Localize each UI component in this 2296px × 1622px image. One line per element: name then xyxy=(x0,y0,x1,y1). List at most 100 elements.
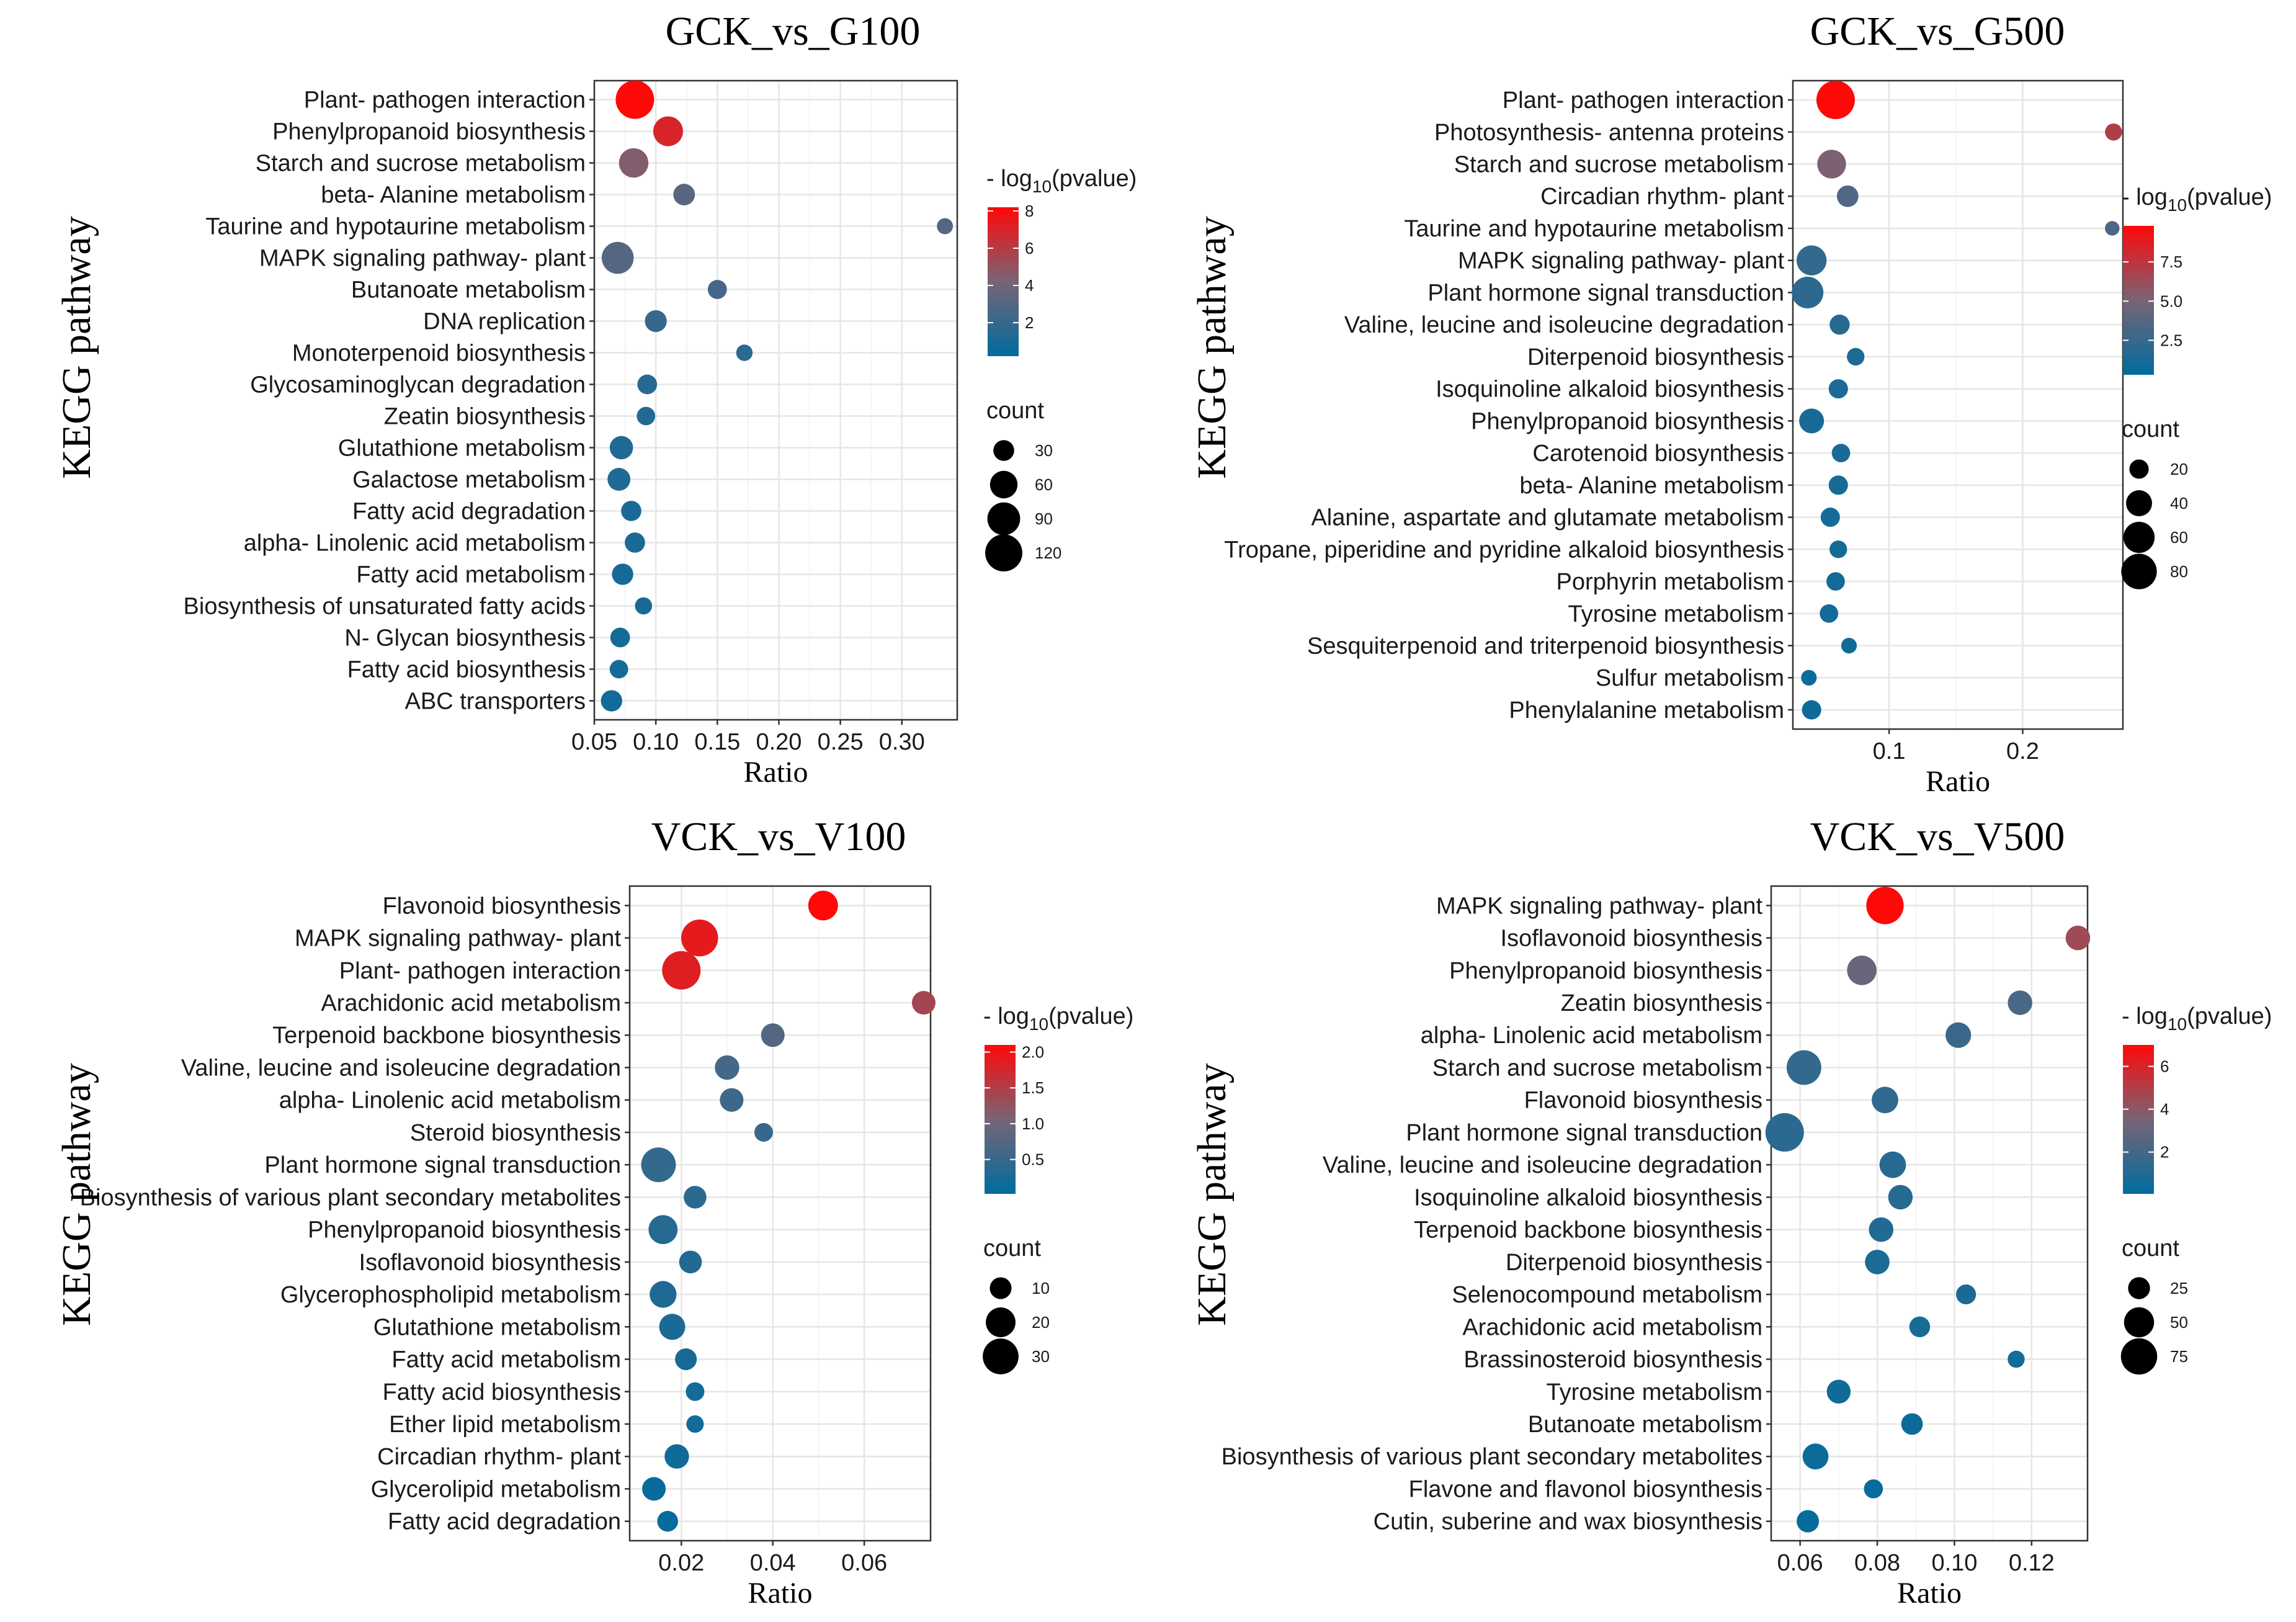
y-tick-label: Phenylpropanoid biosynthesis xyxy=(1449,958,1762,984)
y-tick-label: Tropane, piperidine and pyridine alkaloi… xyxy=(1224,537,1784,563)
color-legend-label: 8 xyxy=(1025,202,1034,220)
data-point xyxy=(621,501,641,521)
size-legend-dot xyxy=(989,470,1018,499)
size-legend-dot xyxy=(2128,1277,2150,1299)
data-point xyxy=(2065,925,2091,951)
y-tick-label: Porphyrin metabolism xyxy=(1557,569,1784,595)
y-tick-label: beta- Alanine metabolism xyxy=(321,182,586,208)
plot-background xyxy=(594,81,957,720)
plot-border xyxy=(1770,885,2089,1542)
y-tick-label: Circadian rhythm- plant xyxy=(1540,184,1784,210)
y-tick-label: Taurine and hypotaurine metabolism xyxy=(205,214,586,240)
x-tick-label: 0.06 xyxy=(841,1550,887,1576)
data-point xyxy=(1826,1379,1851,1404)
data-point xyxy=(1879,1151,1906,1178)
y-tick-label: Valine, leucine and isoleucine degradati… xyxy=(181,1055,621,1081)
data-point xyxy=(675,1348,697,1371)
y-tick-label: Taurine and hypotaurine metabolism xyxy=(1404,216,1784,242)
x-tick-label: 0.06 xyxy=(1777,1550,1823,1576)
data-point xyxy=(610,627,630,648)
data-point xyxy=(2105,221,2120,236)
y-tick-label: Ether lipid metabolism xyxy=(389,1412,621,1438)
chart-panel-4: MAPK signaling pathway- plant Isoflavonoi… xyxy=(1189,814,2272,1610)
size-legend-dot xyxy=(2126,490,2152,516)
size-legend-title: count xyxy=(2122,1235,2179,1261)
y-tick-label: ABC transporters xyxy=(405,688,586,714)
data-point xyxy=(681,919,718,957)
y-tick-label: Sulfur metabolism xyxy=(1596,665,1784,691)
x-tick-label: 0.10 xyxy=(1931,1550,1977,1576)
y-tick-label: Plant- pathogen interaction xyxy=(1503,87,1784,114)
y-tick-label: Valine, leucine and isoleucine degradati… xyxy=(1323,1152,1762,1178)
data-point xyxy=(1820,508,1840,527)
size-legend-label: 10 xyxy=(1032,1279,1050,1297)
data-point xyxy=(637,406,656,426)
y-tick-label: Starch and sucrose metabolism xyxy=(256,151,586,177)
data-point xyxy=(911,991,936,1015)
y-tick-label: Galactose metabolism xyxy=(352,467,586,493)
data-point xyxy=(1792,276,1824,308)
size-legend-dot xyxy=(2129,459,2149,479)
data-point xyxy=(1828,475,1848,495)
y-tick-label: Glutathione metabolism xyxy=(373,1314,621,1340)
data-point xyxy=(619,148,649,178)
y-tick-label: Zeatin biosynthesis xyxy=(1561,990,1762,1016)
color-legend-bar xyxy=(985,1045,1016,1194)
data-point xyxy=(754,1122,773,1142)
y-tick-label: Valine, leucine and isoleucine degradati… xyxy=(1344,312,1784,338)
y-tick-label: Arachidonic acid metabolism xyxy=(321,990,621,1016)
color-legend-title: - log10(pvalue) xyxy=(983,1003,1133,1034)
size-legend-label: 75 xyxy=(2170,1347,2188,1366)
y-axis-title: KEGG pathway xyxy=(1189,216,1235,478)
y-tick-label: MAPK signaling pathway- plant xyxy=(1458,248,1784,274)
data-point xyxy=(1866,887,1904,925)
data-point xyxy=(1801,670,1817,686)
size-legend-label: 120 xyxy=(1035,544,1061,562)
data-point xyxy=(1765,1113,1804,1152)
chart-title: GCK_vs_G500 xyxy=(1810,9,2065,54)
size-legend-label: 20 xyxy=(1032,1313,1050,1332)
data-point xyxy=(1831,444,1851,462)
data-point xyxy=(641,1147,676,1183)
data-point xyxy=(2105,123,2122,141)
color-legend-label: 2 xyxy=(1025,313,1034,332)
data-point xyxy=(612,563,633,585)
y-tick-label: alpha- Linolenic acid metabolism xyxy=(244,530,586,556)
y-tick-label: Butanoate metabolism xyxy=(1528,1412,1762,1438)
data-point xyxy=(1826,572,1845,591)
y-tick-label: Zeatin biosynthesis xyxy=(384,403,586,429)
data-point xyxy=(645,310,667,333)
x-tick-label: 0.30 xyxy=(879,729,925,755)
color-legend-label: 2.0 xyxy=(1022,1043,1044,1062)
data-point xyxy=(615,80,654,119)
data-point xyxy=(659,1314,686,1340)
chart-panel-3: Flavonoid biosynthesis MAPK signaling pat… xyxy=(54,814,1133,1610)
data-point xyxy=(1796,245,1827,276)
y-tick-label: Tyrosine metabolism xyxy=(1547,1379,1762,1405)
x-tick-label: 0.05 xyxy=(571,729,617,755)
color-legend-label: 5.0 xyxy=(2160,292,2182,310)
data-point xyxy=(664,1444,689,1469)
size-legend-label: 90 xyxy=(1035,509,1053,528)
y-tick-label: Glycerophospholipid metabolism xyxy=(280,1282,621,1308)
y-tick-label: Monoterpenoid biosynthesis xyxy=(292,341,586,367)
color-legend-label: 1.0 xyxy=(1022,1114,1044,1133)
y-tick-label: Plant- pathogen interaction xyxy=(304,87,586,114)
x-axis-title: Ratio xyxy=(1926,765,1990,798)
y-tick-label: Flavonoid biosynthesis xyxy=(383,893,621,919)
data-point xyxy=(1786,1050,1821,1085)
y-tick-label: Terpenoid backbone biosynthesis xyxy=(272,1023,621,1049)
x-tick-label: 0.25 xyxy=(818,729,864,755)
chart-panel-2: Plant- pathogen interaction Photosynthesi… xyxy=(1189,9,2272,798)
size-legend-title: count xyxy=(986,398,1044,424)
x-tick-label: 0.02 xyxy=(658,1550,704,1576)
data-point xyxy=(607,468,631,491)
data-point xyxy=(720,1088,744,1112)
data-point xyxy=(1869,1217,1894,1242)
color-legend-label: 6 xyxy=(1025,239,1034,258)
y-tick-label: Isoflavonoid biosynthesis xyxy=(1501,926,1762,952)
data-point xyxy=(625,532,645,553)
y-tick-label: Fatty acid biosynthesis xyxy=(383,1379,621,1405)
y-tick-label: Circadian rhythm- plant xyxy=(377,1444,621,1470)
y-tick-label: Isoflavonoid biosynthesis xyxy=(359,1250,621,1276)
